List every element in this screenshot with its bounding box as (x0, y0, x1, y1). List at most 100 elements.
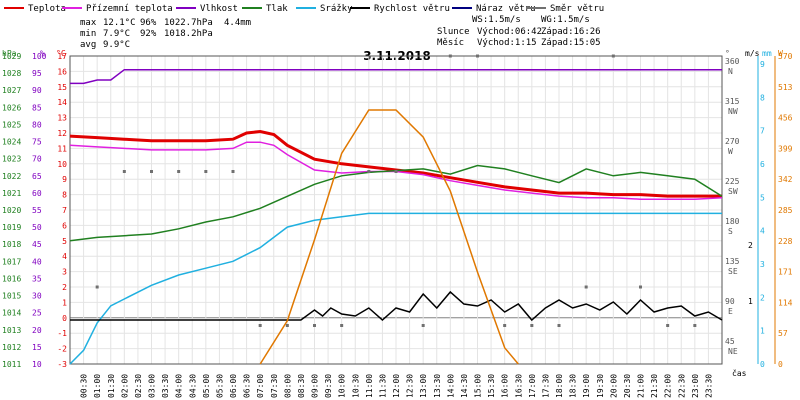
wind-dir-point (150, 170, 153, 173)
deg-tick: 315 (725, 97, 740, 106)
wind-gust-text: WG:1.5m/s (541, 15, 590, 25)
moonrise-text: Východ:1:15 (477, 38, 537, 48)
time-tick: 21:00 (637, 374, 646, 398)
legend-label: Srážky (320, 4, 353, 14)
time-tick: 03:00 (148, 374, 157, 398)
c-tick: 2 (62, 283, 67, 292)
time-tick: 08:30 (297, 374, 306, 398)
mm-tick: 6 (760, 160, 765, 169)
time-tick: 17:00 (528, 374, 537, 398)
time-tick: 23:30 (704, 374, 713, 398)
time-tick: 06:30 (243, 374, 252, 398)
c-tick: -2 (57, 345, 67, 354)
wind-dir-point (584, 285, 588, 289)
wind-speed-text: WS:1.5m/s (472, 15, 521, 25)
plot-frame (69, 55, 723, 365)
unit-w: W (778, 49, 783, 58)
pct-tick: 45 (32, 240, 42, 249)
pct-tick: 80 (32, 120, 42, 129)
unit-ms: m/s (745, 49, 760, 58)
time-tick: 15:30 (487, 374, 496, 398)
time-tick: 04:00 (175, 374, 184, 398)
pct-tick: 30 (32, 292, 42, 301)
deg-tick: 135 (725, 257, 740, 266)
wind-dir-point (394, 170, 398, 173)
wind-dir-point (95, 285, 99, 289)
time-tick: 16:30 (514, 374, 523, 398)
time-tick: 06:00 (229, 374, 238, 398)
wind-dir-point (693, 324, 697, 327)
deg-tick: 45 (725, 337, 735, 346)
time-tick: 12:30 (406, 374, 415, 398)
time-tick: 05:00 (202, 374, 211, 398)
hpa-tick: 1023 (2, 155, 21, 164)
hpa-tick: 1015 (2, 292, 21, 301)
legend-label: Směr větru (550, 4, 604, 14)
time-tick: 17:30 (541, 374, 550, 398)
axes: hPa% °C ° m/s mm Wčas102910281027102610251024… (2, 49, 793, 398)
w-tick: 0 (778, 360, 783, 369)
deg-tick: 360 (725, 57, 740, 66)
time-tick: 03:30 (161, 374, 170, 398)
wind-dir-point (421, 324, 425, 327)
mm-tick: 5 (760, 193, 765, 202)
c-tick: 7 (62, 206, 67, 215)
series-line (69, 212, 722, 365)
unit-time: čas (732, 368, 747, 378)
time-tick: 07:30 (270, 374, 279, 398)
time-tick: 09:30 (324, 374, 333, 398)
stats-temp: 9.9°C (103, 40, 130, 50)
pct-tick: 25 (32, 309, 42, 318)
pct-tick: 70 (32, 155, 42, 164)
time-tick: 12:00 (392, 374, 401, 398)
time-tick: 01:00 (93, 374, 102, 398)
time-tick: 02:00 (120, 374, 129, 398)
hpa-tick: 1025 (2, 120, 21, 129)
wind-dir-point (204, 170, 208, 173)
unit-mm: mm (762, 49, 772, 58)
wind-dir-point (476, 54, 479, 58)
hpa-tick: 1029 (2, 52, 21, 61)
time-tick: 19:30 (596, 374, 605, 398)
time-tick: 10:00 (338, 374, 347, 398)
wind-dir-point (285, 324, 289, 327)
hpa-tick: 1012 (2, 343, 21, 352)
c-tick: 8 (62, 191, 67, 200)
w-tick: 399 (778, 144, 793, 153)
time-tick: 13:30 (433, 374, 442, 398)
mm-tick: 3 (760, 260, 765, 269)
legend-label: Přízemní teplota (86, 4, 173, 14)
series (69, 54, 723, 365)
legend: Teplota Přízemní teplota Vlhkost Tlak Srážky… (4, 4, 604, 14)
time-tick: 14:30 (460, 374, 469, 398)
time-tick: 11:00 (365, 374, 374, 398)
pct-tick: 35 (32, 274, 42, 283)
unit-pct: % (40, 49, 45, 58)
pct-tick: 40 (32, 257, 42, 266)
w-tick: 570 (778, 52, 793, 61)
mm-tick: 4 (760, 227, 765, 236)
deg-dir: SW (728, 187, 738, 196)
legend-label: Rychlost větru (374, 4, 450, 14)
time-tick: 21:30 (650, 374, 659, 398)
stats-temp: 12.1°C (103, 18, 136, 28)
pct-tick: 65 (32, 172, 42, 181)
wind-dir-point (639, 285, 642, 289)
wind-dir-point (611, 54, 615, 58)
legend-label: Vlhkost (200, 4, 238, 14)
time-tick: 02:30 (134, 374, 143, 398)
moon-label: Měsíc (437, 38, 464, 48)
stats-panel: max 12.1°C 96% 1022.7hPa 4.4mm min 7.9°C 92% 101… (80, 18, 251, 50)
deg-tick: 180 (725, 217, 740, 226)
deg-dir: S (728, 227, 733, 236)
w-tick: 171 (778, 268, 793, 277)
w-tick: 57 (778, 329, 788, 338)
c-tick: 10 (57, 160, 67, 169)
c-tick: 16 (57, 67, 67, 76)
pct-tick: 55 (32, 206, 42, 215)
stats-row-label: max (80, 18, 97, 28)
pct-tick: 50 (32, 223, 42, 232)
grid (69, 55, 723, 365)
c-tick: 12 (57, 129, 67, 138)
